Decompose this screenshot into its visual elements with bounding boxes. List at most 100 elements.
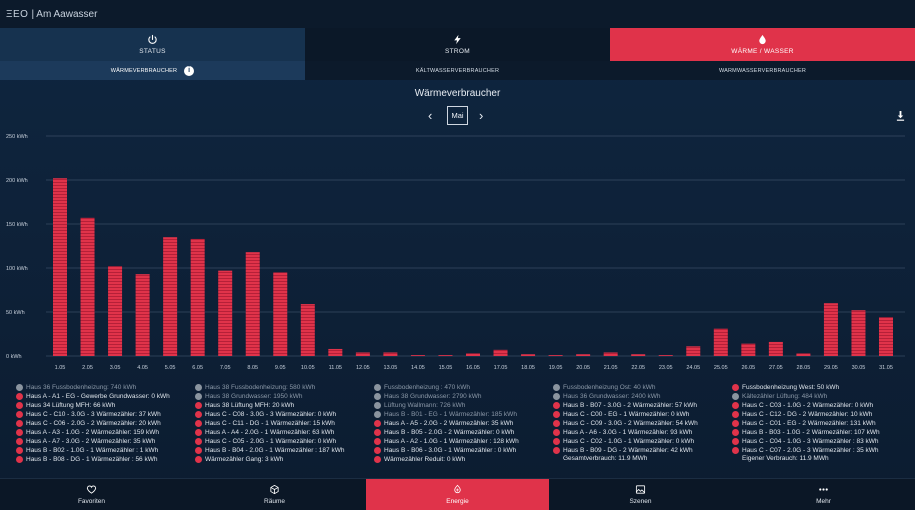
tab-waerme-wasser[interactable]: WÄRME / WASSER (610, 28, 915, 61)
bar[interactable] (741, 343, 756, 356)
legend-item[interactable]: Haus C - C06 - 2.0G - 2 Wärmezähler: 20 … (16, 419, 170, 428)
legend-item[interactable]: Haus A - A4 - 2.0G - 1 Wärmezähler: 63 k… (195, 428, 344, 437)
legend-item[interactable]: Haus 38 Grundwasser: 2790 kWh (374, 392, 519, 401)
bar[interactable] (300, 304, 315, 356)
legend-item[interactable]: Kältezähler Lüftung: 484 kWh (732, 392, 880, 401)
legend-item[interactable]: Haus C - C11 - DG - 1 Wärmezähler: 15 kW… (195, 419, 344, 428)
legend-dot-icon (374, 429, 381, 436)
legend-item[interactable]: Haus A - A2 - 1.0G - 1 Wärmezähler : 128… (374, 437, 519, 446)
legend-item-label: Haus A - A4 - 2.0G - 1 Wärmezähler: 63 k… (205, 429, 335, 436)
bar[interactable] (273, 272, 288, 356)
legend-item[interactable]: Haus C - C10 - 3.0G - 3 Wärmezähler: 37 … (16, 410, 170, 419)
legend-item[interactable]: Haus C - C02 - 1.0G - 1 Wärmezähler: 0 k… (553, 437, 698, 446)
bar[interactable] (713, 328, 728, 356)
legend-dot-icon (553, 429, 560, 436)
legend-item[interactable]: Lüftung Wallmann: 726 kWh (374, 401, 519, 410)
legend-item[interactable]: Haus A - A1 - EG - Gewerbe Grundwasser: … (16, 392, 170, 401)
bar[interactable] (190, 238, 205, 356)
bar[interactable] (576, 354, 591, 356)
bar[interactable] (686, 346, 701, 356)
bar[interactable] (768, 341, 783, 356)
legend-item[interactable]: Haus A - A6 - 3.0G - 1 Wärmezähler: 93 k… (553, 428, 698, 437)
nav-mehr[interactable]: Mehr (732, 479, 915, 510)
legend-item[interactable]: Haus C - C12 - DG - 2 Wärmezähler: 10 kW… (732, 410, 880, 419)
legend-item[interactable]: Haus C - C09 - 3.0G - 2 Wärmezähler: 54 … (553, 419, 698, 428)
legend-item[interactable]: Haus B - B04 - 2.0G - 1 Wärmezähler : 18… (195, 446, 344, 455)
legend-item[interactable]: Haus B - B02 - 1.0G - 1 Wärmezähler : 1 … (16, 446, 170, 455)
bar[interactable] (603, 352, 618, 356)
bar[interactable] (493, 349, 508, 356)
bar[interactable] (879, 317, 893, 356)
legend-item[interactable]: Fussbodenheizung : 470 kWh (374, 383, 519, 392)
legend-item[interactable]: Haus C - C03 - 1.0G - 2 Wärmezähler: 0 k… (732, 401, 880, 410)
legend-item[interactable]: Haus C - C08 - 3.0G - 3 Wärmezähler: 0 k… (195, 410, 344, 419)
legend-item[interactable]: Haus 36 Fussbodenheizung: 740 kWh (16, 383, 170, 392)
bar[interactable] (135, 274, 150, 356)
home-title: | Am Aawasser (31, 8, 98, 20)
bar[interactable] (218, 270, 233, 356)
tab-status[interactable]: STATUS (0, 28, 305, 61)
bar[interactable] (383, 352, 398, 356)
legend-item[interactable]: Haus B - B08 - DG - 1 Wärmezähler : 56 k… (16, 455, 170, 464)
bar[interactable] (163, 237, 178, 356)
legend-item[interactable]: Haus B - B09 - DG - 2 Wärmezähler: 42 kW… (553, 446, 698, 455)
nav-szenen[interactable]: Szenen (549, 479, 732, 510)
nav-raeume[interactable]: Räume (183, 479, 366, 510)
tab-strom[interactable]: STROM (305, 28, 610, 61)
bar[interactable] (466, 353, 480, 356)
bar[interactable] (851, 310, 866, 356)
legend-dot-icon (732, 447, 739, 454)
legend-item[interactable]: Haus C - C04 - 1.0G - 3 Wärmezähler : 83… (732, 437, 880, 446)
bar[interactable] (658, 355, 673, 356)
tab-waerme-wasser-label: WÄRME / WASSER (731, 48, 794, 55)
month-select[interactable]: Mai (447, 106, 468, 125)
legend-item[interactable]: Haus 38 Fussbodenheizung: 580 kWh (195, 383, 344, 392)
sub-tabs: WÄRMEVERBRAUCHER i KÄLTWASSERVERBRAUCHER… (0, 61, 915, 80)
legend-item[interactable]: Wärmezähler Gang: 3 kWh (195, 455, 344, 464)
download-icon[interactable] (896, 111, 905, 121)
bar[interactable] (53, 178, 67, 356)
bar[interactable] (521, 354, 536, 356)
bar[interactable] (245, 252, 260, 356)
bar[interactable] (823, 303, 838, 356)
legend-item[interactable]: Haus B - B01 - EG - 1 Wärmezähler: 185 k… (374, 410, 519, 419)
legend-item-label: Haus C - C07 - 2.0G - 3 Wärmezähler : 35… (742, 447, 879, 454)
bar[interactable] (796, 353, 811, 356)
bar[interactable] (355, 352, 370, 356)
legend-item[interactable]: Haus B - B03 - 1.0G - 2 Wärmezähler: 107… (732, 428, 880, 437)
legend-item[interactable]: Haus C - C00 - EG - 1 Wärmezähler: 0 kWh (553, 410, 698, 419)
nav-energie[interactable]: Energie (366, 479, 549, 510)
bar[interactable] (328, 348, 343, 356)
legend-item[interactable]: Fussbodenheizung West: 50 kWh (732, 383, 880, 392)
subtab-warmwasserverbraucher[interactable]: WARMWASSERVERBRAUCHER (610, 61, 915, 80)
legend-item[interactable]: Haus 38 Grundwasser: 1950 kWh (195, 392, 344, 401)
legend-item[interactable]: Wärmezähler Reduit: 0 kWh (374, 455, 519, 464)
bar[interactable] (410, 355, 425, 356)
bar[interactable] (438, 355, 453, 356)
app-logo[interactable]: ΞEO (6, 8, 29, 20)
legend-item[interactable]: Haus 38 Lüftung MFH: 20 kWh (195, 401, 344, 410)
legend-item[interactable]: Haus C - C07 - 2.0G - 3 Wärmezähler : 35… (732, 446, 880, 455)
subtab-kaltwasserverbraucher[interactable]: KÄLTWASSERVERBRAUCHER (305, 61, 610, 80)
previous-period-button[interactable]: ‹ (428, 108, 433, 123)
legend-item[interactable]: Haus A - A7 - 3.0G - 2 Wärmezähler: 35 k… (16, 437, 170, 446)
legend-item[interactable]: Haus 34 Lüftung MFH: 66 kWh (16, 401, 170, 410)
legend-item[interactable]: Haus A - A3 - 1.0G - 2 Wärmezähler: 159 … (16, 428, 170, 437)
bar[interactable] (548, 355, 563, 356)
legend-item[interactable]: Haus B - B06 - 3.0G - 1 Wärmezähler : 0 … (374, 446, 519, 455)
legend-item[interactable]: Haus C - C05 - 2.0G - 1 Wärmezähler: 0 k… (195, 437, 344, 446)
legend-item[interactable]: Haus 36 Grundwasser: 2400 kWh (553, 392, 698, 401)
legend-item[interactable]: Fussbodenheizung Ost: 40 kWh (553, 383, 698, 392)
subtab-waermeverbraucher[interactable]: WÄRMEVERBRAUCHER i (0, 61, 305, 80)
bar[interactable] (80, 217, 95, 356)
nav-favoriten[interactable]: Favoriten (0, 479, 183, 510)
x-tick-label: 22.05 (631, 365, 645, 371)
legend-item[interactable]: Haus B - B05 - 2.0G - 2 Wärmezähler: 0 k… (374, 428, 519, 437)
legend-item[interactable]: Haus A - A5 - 2.0G - 2 Wärmezähler: 35 k… (374, 419, 519, 428)
info-icon[interactable]: i (184, 65, 195, 76)
bar[interactable] (108, 266, 123, 356)
next-period-button[interactable]: › (479, 108, 484, 123)
bar[interactable] (631, 354, 646, 356)
legend-item[interactable]: Haus B - B07 - 3.0G - 2 Wärmezähler: 57 … (553, 401, 698, 410)
legend-item[interactable]: Haus C - C01 - EG - 2 Wärmezähler: 131 k… (732, 419, 880, 428)
